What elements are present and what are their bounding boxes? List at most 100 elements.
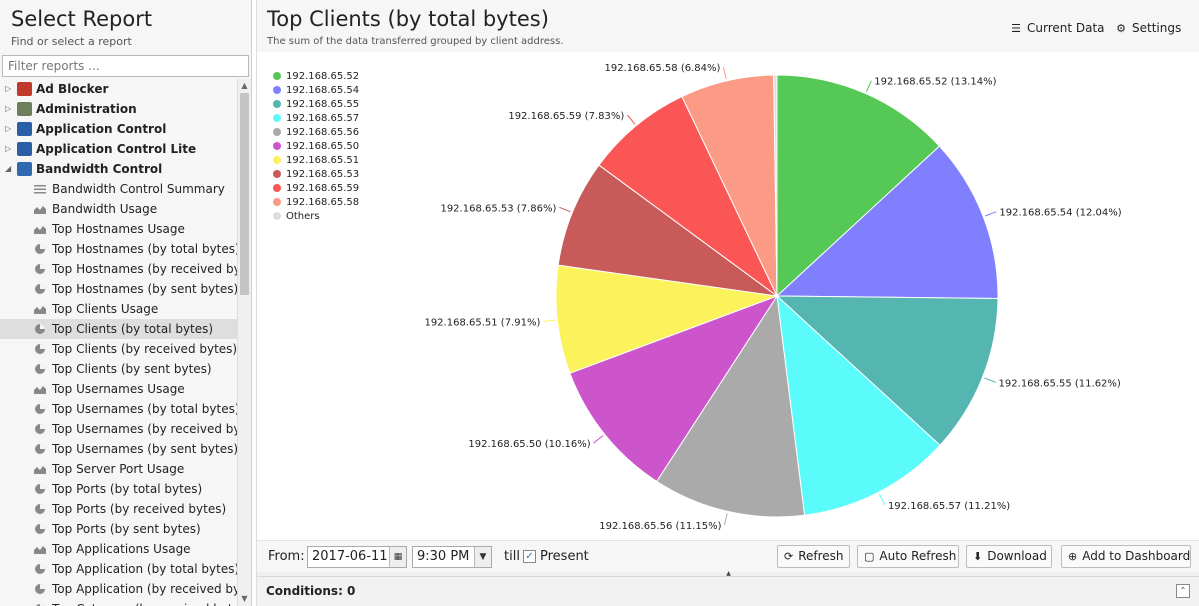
slice-label-connector xyxy=(984,377,996,383)
pie-slice[interactable] xyxy=(775,145,999,300)
tree-item[interactable]: Top Clients Usage xyxy=(0,299,237,319)
tree-item[interactable]: Top Application (by received bytes) xyxy=(0,579,237,599)
area-chart-icon xyxy=(34,226,46,234)
pie-chart-icon xyxy=(35,364,45,374)
resize-handle[interactable]: ▲ xyxy=(257,571,1199,577)
tree-item[interactable]: Top Server Port Usage xyxy=(0,459,237,479)
slice-label: 192.168.65.59 (7.83%) xyxy=(508,111,624,122)
tree-item[interactable]: Top Ports (by total bytes) xyxy=(0,479,237,499)
pie-slice[interactable] xyxy=(656,294,806,518)
legend-label: 192.168.65.55 xyxy=(286,99,360,110)
legend-swatch xyxy=(273,198,281,206)
pie-slice[interactable] xyxy=(555,264,778,374)
pie-slice[interactable] xyxy=(776,294,941,516)
calendar-icon[interactable]: ▦ xyxy=(389,547,406,567)
tree-item-label: Application Control xyxy=(36,122,167,136)
legend-label: 192.168.65.50 xyxy=(286,141,360,152)
collapsed-arrow-icon[interactable]: ▷ xyxy=(5,144,12,153)
list-icon: ☰ xyxy=(1011,22,1021,35)
tree-item[interactable]: Top Ports (by received bytes) xyxy=(0,499,237,519)
legend-entry[interactable]: 192.168.65.59 xyxy=(273,182,359,196)
refresh-button[interactable]: ⟳ Refresh xyxy=(777,545,850,568)
legend-entry[interactable]: Others xyxy=(273,210,359,224)
tree-item[interactable]: Top Hostnames (by total bytes) xyxy=(0,239,237,259)
tree-scrollbar[interactable]: ▲ ▼ xyxy=(237,79,251,606)
scrollbar-thumb[interactable] xyxy=(240,93,249,295)
tree-item-label: Application Control Lite xyxy=(36,142,197,156)
tree-item-label: Top Hostnames (by total bytes) xyxy=(52,242,237,256)
tree-item[interactable]: Top Hostnames (by sent bytes) xyxy=(0,279,237,299)
expand-conditions-icon[interactable]: ⌃ xyxy=(1176,584,1190,598)
pie-slice[interactable] xyxy=(776,74,941,298)
scroll-up-icon[interactable]: ▲ xyxy=(241,81,248,90)
legend-entry[interactable]: 192.168.65.54 xyxy=(273,84,359,98)
chevron-down-icon[interactable]: ▼ xyxy=(474,547,491,567)
pie-slice[interactable] xyxy=(557,164,778,297)
legend-entry[interactable]: 192.168.65.50 xyxy=(273,140,359,154)
expanded-arrow-icon[interactable]: ◢ xyxy=(5,164,12,173)
auto-refresh-button[interactable]: ▢ Auto Refresh xyxy=(857,545,959,568)
tree-item-label: Top Hostnames Usage xyxy=(52,222,185,236)
pie-slice[interactable] xyxy=(775,295,999,446)
tree-item[interactable]: Top Usernames Usage xyxy=(0,379,237,399)
tree-item[interactable]: Top Category (by received bytes) xyxy=(0,599,237,606)
tree-item[interactable]: Top Clients (by sent bytes) xyxy=(0,359,237,379)
filter-reports-input[interactable] xyxy=(2,55,249,77)
tree-item[interactable]: Top Application (by total bytes) xyxy=(0,559,237,579)
tree-item[interactable]: Top Applications Usage xyxy=(0,539,237,559)
time-field[interactable]: 9:30 PM ▼ xyxy=(412,546,492,568)
pie-slice[interactable] xyxy=(773,74,778,297)
tree-item[interactable]: Top Usernames (by received bytes) xyxy=(0,419,237,439)
legend-entry[interactable]: 192.168.65.57 xyxy=(273,112,359,126)
date-field[interactable]: 2017-06-11 ▦ xyxy=(307,546,407,568)
add-to-dashboard-label: Add to Dashboard xyxy=(1082,549,1191,563)
collapsed-arrow-icon[interactable]: ▷ xyxy=(5,84,12,93)
tree-item[interactable]: Top Usernames (by total bytes) xyxy=(0,399,237,419)
tree-category[interactable]: ▷ Ad Blocker xyxy=(0,79,237,99)
conditions-label: Conditions: 0 xyxy=(266,584,356,598)
tree-item-label: Ad Blocker xyxy=(36,82,109,96)
current-data-button[interactable]: ☰ Current Data xyxy=(1009,19,1105,37)
slice-label-connector xyxy=(626,114,636,125)
tree-item[interactable]: Top Clients (by received bytes) xyxy=(0,339,237,359)
conditions-panel: Conditions: 0 ⌃ xyxy=(257,576,1199,606)
legend-swatch xyxy=(273,142,281,150)
legend-entry[interactable]: 192.168.65.51 xyxy=(273,154,359,168)
pie-chart-icon xyxy=(35,584,45,594)
refresh-label: Refresh xyxy=(798,549,844,563)
collapsed-arrow-icon[interactable]: ▷ xyxy=(5,104,12,113)
legend-entry[interactable]: 192.168.65.58 xyxy=(273,196,359,210)
legend-label: 192.168.65.58 xyxy=(286,197,360,208)
tree-category[interactable]: ▷ Application Control Lite xyxy=(0,139,237,159)
collapsed-arrow-icon[interactable]: ▷ xyxy=(5,124,12,133)
tree-item[interactable]: Top Ports (by sent bytes) xyxy=(0,519,237,539)
legend-entry[interactable]: 192.168.65.55 xyxy=(273,98,359,112)
tree-item[interactable]: Bandwidth Control Summary xyxy=(0,179,237,199)
legend-label: Others xyxy=(286,211,320,222)
tree-item-label: Top Clients (by sent bytes) xyxy=(52,362,212,376)
tree-category[interactable]: ◢ Bandwidth Control xyxy=(0,159,237,179)
add-to-dashboard-button[interactable]: ⊕ Add to Dashboard xyxy=(1061,545,1191,568)
pie-chart: 192.168.65.52 (13.14%) 192.168.65.54 (12.… xyxy=(424,63,1121,532)
legend-label: 192.168.65.52 xyxy=(286,71,360,82)
legend-entry[interactable]: 192.168.65.52 xyxy=(273,70,359,84)
legend-swatch xyxy=(273,156,281,164)
scroll-down-icon[interactable]: ▼ xyxy=(241,594,248,603)
tree-item-label: Administration xyxy=(36,102,137,116)
download-button[interactable]: ⬇ Download xyxy=(966,545,1052,568)
settings-button[interactable]: ⚙ Settings xyxy=(1114,19,1181,37)
checkmark-icon: ✓ xyxy=(525,551,534,562)
current-data-label: Current Data xyxy=(1027,21,1105,35)
present-checkbox[interactable]: ✓ xyxy=(523,550,536,563)
tree-item[interactable]: Top Hostnames Usage xyxy=(0,219,237,239)
pie-slice[interactable] xyxy=(598,95,778,297)
pie-slice[interactable] xyxy=(569,295,779,483)
tree-item[interactable]: Top Hostnames (by received byte... xyxy=(0,259,237,279)
tree-category[interactable]: ▷ Application Control xyxy=(0,119,237,139)
legend-entry[interactable]: 192.168.65.53 xyxy=(273,168,359,182)
tree-category[interactable]: ▷ Administration xyxy=(0,99,237,119)
tree-item[interactable]: Bandwidth Usage xyxy=(0,199,237,219)
tree-item[interactable]: Top Clients (by total bytes) xyxy=(0,319,237,339)
tree-item[interactable]: Top Usernames (by sent bytes) xyxy=(0,439,237,459)
legend-entry[interactable]: 192.168.65.56 xyxy=(273,126,359,140)
